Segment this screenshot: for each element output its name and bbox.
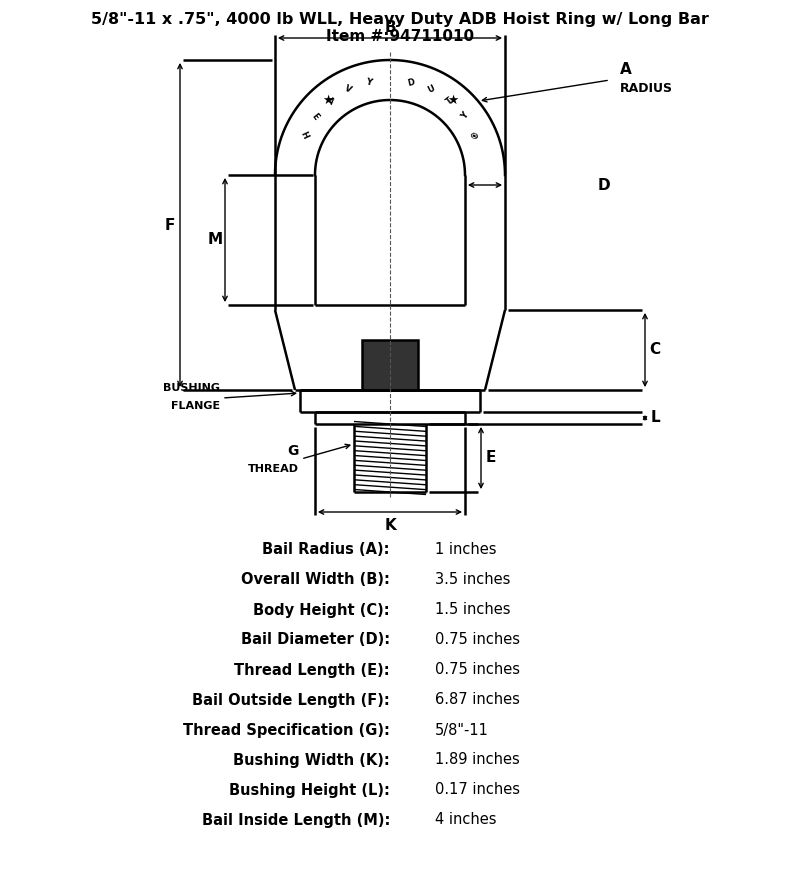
Text: D: D <box>598 177 610 192</box>
Text: Y: Y <box>459 111 470 121</box>
Text: Bail Outside Length (F):: Bail Outside Length (F): <box>192 692 390 707</box>
Text: Body Height (C):: Body Height (C): <box>254 602 390 618</box>
Text: V: V <box>343 84 354 95</box>
Text: 3.5 inches: 3.5 inches <box>435 572 510 587</box>
Text: F: F <box>165 218 175 232</box>
Text: 1.5 inches: 1.5 inches <box>435 602 510 618</box>
Text: Bushing Width (K):: Bushing Width (K): <box>234 753 390 767</box>
Text: ★: ★ <box>447 94 458 107</box>
Text: Y: Y <box>365 78 373 87</box>
Text: Item #:94711010: Item #:94711010 <box>326 29 474 44</box>
Polygon shape <box>362 340 418 390</box>
Text: C: C <box>650 343 661 357</box>
Text: K: K <box>384 517 396 532</box>
Text: Thread Specification (G):: Thread Specification (G): <box>183 723 390 738</box>
Text: 1.89 inches: 1.89 inches <box>435 753 520 767</box>
Text: 5/8"-11: 5/8"-11 <box>435 723 489 738</box>
Text: U: U <box>426 84 437 95</box>
Text: G: G <box>288 444 299 458</box>
Text: Overall Width (B):: Overall Width (B): <box>241 572 390 587</box>
Text: T: T <box>445 96 455 107</box>
Text: Thread Length (E):: Thread Length (E): <box>234 662 390 677</box>
Text: Bail Radius (A):: Bail Radius (A): <box>262 543 390 558</box>
Text: 6.87 inches: 6.87 inches <box>435 692 520 707</box>
Text: L: L <box>650 411 660 426</box>
Text: M: M <box>207 232 222 247</box>
Text: A: A <box>620 63 632 78</box>
Text: 4 inches: 4 inches <box>435 813 497 828</box>
Text: A: A <box>325 95 335 107</box>
Text: BUSHING: BUSHING <box>163 383 220 393</box>
Text: 0.75 inches: 0.75 inches <box>435 633 520 648</box>
Text: E: E <box>486 450 496 466</box>
Text: FLANGE: FLANGE <box>171 401 220 411</box>
Text: 1 inches: 1 inches <box>435 543 497 558</box>
Text: B: B <box>384 20 396 36</box>
Text: ®: ® <box>470 129 482 141</box>
Text: H: H <box>298 130 310 140</box>
Text: RADIUS: RADIUS <box>620 81 673 94</box>
Text: 0.75 inches: 0.75 inches <box>435 662 520 677</box>
Text: THREAD: THREAD <box>248 464 299 474</box>
Text: Bail Diameter (D):: Bail Diameter (D): <box>241 633 390 648</box>
Text: E: E <box>310 112 321 121</box>
Text: Bushing Height (L):: Bushing Height (L): <box>229 782 390 797</box>
Text: D: D <box>407 77 416 87</box>
Text: ★: ★ <box>322 94 333 107</box>
Text: Bail Inside Length (M):: Bail Inside Length (M): <box>202 813 390 828</box>
Text: 0.17 inches: 0.17 inches <box>435 782 520 797</box>
Text: 5/8"-11 x .75", 4000 lb WLL, Heavy Duty ADB Hoist Ring w/ Long Bar: 5/8"-11 x .75", 4000 lb WLL, Heavy Duty … <box>91 12 709 27</box>
